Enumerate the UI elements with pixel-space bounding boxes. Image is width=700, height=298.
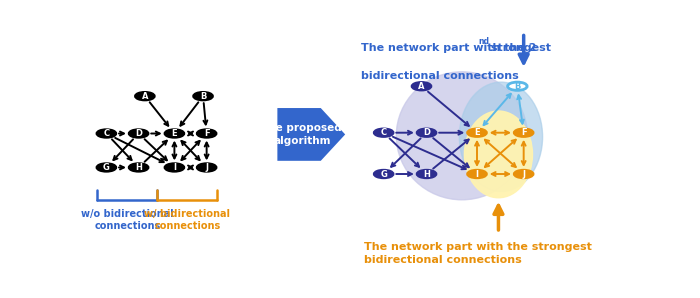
Circle shape	[508, 82, 527, 90]
Text: D: D	[135, 129, 142, 138]
Text: w/o bidirectional
connections: w/o bidirectional connections	[81, 209, 174, 232]
Text: A: A	[419, 82, 425, 91]
Text: B: B	[514, 82, 521, 91]
Circle shape	[129, 129, 148, 138]
Circle shape	[416, 128, 436, 137]
Circle shape	[135, 92, 155, 100]
Circle shape	[164, 163, 184, 172]
Circle shape	[412, 82, 431, 90]
Circle shape	[129, 163, 148, 172]
Circle shape	[467, 128, 486, 137]
Text: G: G	[103, 163, 110, 172]
Text: The network part with the 2: The network part with the 2	[361, 43, 537, 53]
Text: C: C	[381, 128, 386, 137]
Text: strongest: strongest	[487, 43, 552, 53]
Text: The network part with the strongest
bidirectional connections: The network part with the strongest bidi…	[364, 242, 592, 265]
Ellipse shape	[459, 82, 542, 192]
Text: H: H	[135, 163, 142, 172]
Text: w/ bidirectional
connections: w/ bidirectional connections	[144, 209, 230, 232]
Circle shape	[197, 129, 216, 138]
Circle shape	[97, 163, 116, 172]
Text: I: I	[475, 170, 479, 179]
Ellipse shape	[464, 111, 533, 198]
Ellipse shape	[396, 72, 528, 200]
Text: The proposed
algorithm: The proposed algorithm	[261, 123, 342, 146]
Polygon shape	[277, 108, 345, 161]
Text: J: J	[205, 163, 208, 172]
Text: F: F	[204, 129, 209, 138]
Text: J: J	[522, 170, 525, 179]
Text: C: C	[104, 129, 109, 138]
Circle shape	[514, 170, 533, 178]
Text: D: D	[423, 128, 430, 137]
Text: I: I	[173, 163, 176, 172]
Circle shape	[467, 170, 486, 178]
Text: E: E	[474, 128, 480, 137]
Text: H: H	[423, 170, 430, 179]
Circle shape	[97, 129, 116, 138]
Circle shape	[416, 170, 436, 178]
Text: A: A	[141, 92, 148, 101]
Circle shape	[193, 92, 213, 100]
Circle shape	[514, 128, 533, 137]
Text: E: E	[172, 129, 177, 138]
Circle shape	[164, 129, 184, 138]
Text: nd: nd	[478, 37, 489, 46]
Circle shape	[374, 128, 393, 137]
Text: bidirectional connections: bidirectional connections	[361, 71, 519, 81]
Text: F: F	[521, 128, 526, 137]
Circle shape	[197, 163, 216, 172]
Text: G: G	[380, 170, 387, 179]
Circle shape	[374, 170, 393, 178]
Text: B: B	[200, 92, 206, 101]
